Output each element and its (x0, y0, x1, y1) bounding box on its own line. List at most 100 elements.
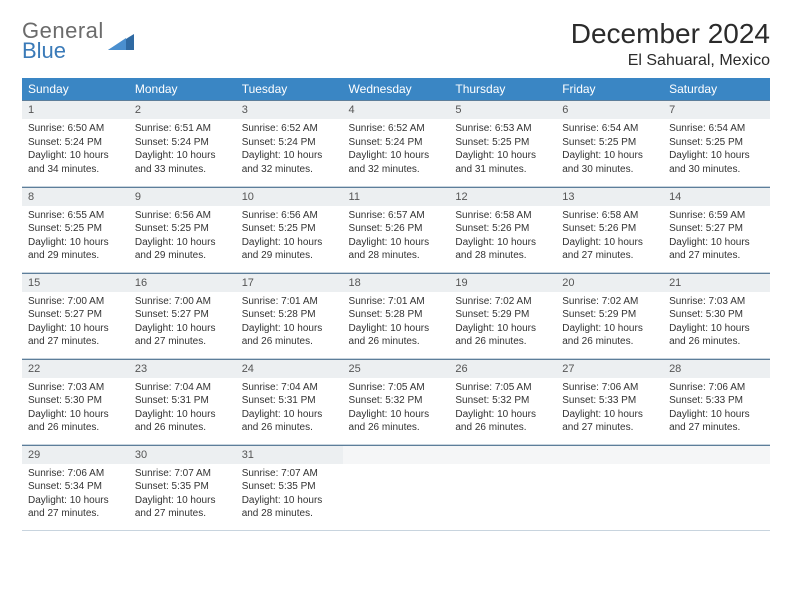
sunrise-line: Sunrise: 7:00 AM (135, 295, 230, 309)
daylight-line: Daylight: 10 hours and 29 minutes. (135, 236, 230, 263)
sunrise-line: Sunrise: 6:58 AM (562, 209, 657, 223)
sunset-line: Sunset: 5:31 PM (135, 394, 230, 408)
day-details: Sunrise: 7:06 AMSunset: 5:33 PMDaylight:… (663, 378, 770, 439)
sunrise-line: Sunrise: 7:03 AM (669, 295, 764, 309)
day-details: Sunrise: 7:04 AMSunset: 5:31 PMDaylight:… (129, 378, 236, 439)
day-number-empty (343, 445, 450, 464)
calendar-cell: 17Sunrise: 7:01 AMSunset: 5:28 PMDayligh… (236, 272, 343, 358)
day-number-empty (449, 445, 556, 464)
day-number: 24 (236, 359, 343, 378)
daylight-line: Daylight: 10 hours and 27 minutes. (562, 408, 657, 435)
daylight-line: Daylight: 10 hours and 26 minutes. (455, 322, 550, 349)
sunrise-line: Sunrise: 7:01 AM (242, 295, 337, 309)
day-details: Sunrise: 7:00 AMSunset: 5:27 PMDaylight:… (22, 292, 129, 353)
daylight-line: Daylight: 10 hours and 34 minutes. (28, 149, 123, 176)
calendar-cell: 24Sunrise: 7:04 AMSunset: 5:31 PMDayligh… (236, 358, 343, 444)
day-number: 31 (236, 445, 343, 464)
sunset-line: Sunset: 5:34 PM (28, 480, 123, 494)
calendar-cell: 27Sunrise: 7:06 AMSunset: 5:33 PMDayligh… (556, 358, 663, 444)
sunrise-line: Sunrise: 7:04 AM (242, 381, 337, 395)
logo-triangle-icon (108, 32, 134, 54)
day-number: 27 (556, 359, 663, 378)
weekday-header: Tuesday (236, 78, 343, 100)
calendar-cell: 8Sunrise: 6:55 AMSunset: 5:25 PMDaylight… (22, 186, 129, 272)
sunset-line: Sunset: 5:25 PM (669, 136, 764, 150)
sunrise-line: Sunrise: 7:06 AM (669, 381, 764, 395)
sunset-line: Sunset: 5:32 PM (455, 394, 550, 408)
sunrise-line: Sunrise: 7:02 AM (562, 295, 657, 309)
daylight-line: Daylight: 10 hours and 26 minutes. (242, 408, 337, 435)
daylight-line: Daylight: 10 hours and 27 minutes. (562, 236, 657, 263)
daylight-line: Daylight: 10 hours and 27 minutes. (669, 236, 764, 263)
sunset-line: Sunset: 5:33 PM (669, 394, 764, 408)
day-details-empty (556, 464, 663, 471)
calendar-table: SundayMondayTuesdayWednesdayThursdayFrid… (22, 78, 770, 531)
daylight-line: Daylight: 10 hours and 27 minutes. (28, 494, 123, 521)
sunrise-line: Sunrise: 6:54 AM (669, 122, 764, 136)
day-details: Sunrise: 7:05 AMSunset: 5:32 PMDaylight:… (449, 378, 556, 439)
day-number: 19 (449, 273, 556, 292)
calendar-cell: 26Sunrise: 7:05 AMSunset: 5:32 PMDayligh… (449, 358, 556, 444)
day-details: Sunrise: 6:58 AMSunset: 5:26 PMDaylight:… (449, 206, 556, 267)
day-details: Sunrise: 7:00 AMSunset: 5:27 PMDaylight:… (129, 292, 236, 353)
sunset-line: Sunset: 5:29 PM (455, 308, 550, 322)
sunset-line: Sunset: 5:35 PM (135, 480, 230, 494)
sunset-line: Sunset: 5:26 PM (562, 222, 657, 236)
day-number: 30 (129, 445, 236, 464)
sunrise-line: Sunrise: 6:56 AM (242, 209, 337, 223)
day-details-empty (343, 464, 450, 471)
day-number-empty (663, 445, 770, 464)
day-number: 3 (236, 100, 343, 119)
calendar-cell: 5Sunrise: 6:53 AMSunset: 5:25 PMDaylight… (449, 100, 556, 186)
daylight-line: Daylight: 10 hours and 27 minutes. (28, 322, 123, 349)
daylight-line: Daylight: 10 hours and 27 minutes. (135, 494, 230, 521)
day-number: 10 (236, 187, 343, 206)
day-details: Sunrise: 6:57 AMSunset: 5:26 PMDaylight:… (343, 206, 450, 267)
day-details: Sunrise: 7:01 AMSunset: 5:28 PMDaylight:… (343, 292, 450, 353)
day-number: 9 (129, 187, 236, 206)
calendar-week-row: 22Sunrise: 7:03 AMSunset: 5:30 PMDayligh… (22, 358, 770, 444)
day-number: 6 (556, 100, 663, 119)
day-number: 17 (236, 273, 343, 292)
calendar-week-row: 8Sunrise: 6:55 AMSunset: 5:25 PMDaylight… (22, 186, 770, 272)
day-details: Sunrise: 6:54 AMSunset: 5:25 PMDaylight:… (663, 119, 770, 180)
day-details: Sunrise: 6:55 AMSunset: 5:25 PMDaylight:… (22, 206, 129, 267)
calendar-cell: 28Sunrise: 7:06 AMSunset: 5:33 PMDayligh… (663, 358, 770, 444)
sunset-line: Sunset: 5:27 PM (669, 222, 764, 236)
day-number: 4 (343, 100, 450, 119)
day-details-empty (663, 464, 770, 471)
daylight-line: Daylight: 10 hours and 26 minutes. (562, 322, 657, 349)
daylight-line: Daylight: 10 hours and 26 minutes. (455, 408, 550, 435)
title-block: December 2024 El Sahuaral, Mexico (571, 18, 770, 70)
calendar-body: 1Sunrise: 6:50 AMSunset: 5:24 PMDaylight… (22, 100, 770, 530)
daylight-line: Daylight: 10 hours and 32 minutes. (242, 149, 337, 176)
calendar-cell: 31Sunrise: 7:07 AMSunset: 5:35 PMDayligh… (236, 444, 343, 530)
day-details: Sunrise: 7:06 AMSunset: 5:34 PMDaylight:… (22, 464, 129, 525)
day-details: Sunrise: 6:51 AMSunset: 5:24 PMDaylight:… (129, 119, 236, 180)
calendar-cell: 20Sunrise: 7:02 AMSunset: 5:29 PMDayligh… (556, 272, 663, 358)
calendar-cell: 11Sunrise: 6:57 AMSunset: 5:26 PMDayligh… (343, 186, 450, 272)
daylight-line: Daylight: 10 hours and 26 minutes. (349, 322, 444, 349)
sunrise-line: Sunrise: 6:55 AM (28, 209, 123, 223)
calendar-cell: 25Sunrise: 7:05 AMSunset: 5:32 PMDayligh… (343, 358, 450, 444)
sunrise-line: Sunrise: 7:06 AM (28, 467, 123, 481)
daylight-line: Daylight: 10 hours and 26 minutes. (349, 408, 444, 435)
calendar-cell: 13Sunrise: 6:58 AMSunset: 5:26 PMDayligh… (556, 186, 663, 272)
calendar-cell: 10Sunrise: 6:56 AMSunset: 5:25 PMDayligh… (236, 186, 343, 272)
sunrise-line: Sunrise: 6:50 AM (28, 122, 123, 136)
sunset-line: Sunset: 5:35 PM (242, 480, 337, 494)
sunset-line: Sunset: 5:24 PM (242, 136, 337, 150)
day-details: Sunrise: 7:05 AMSunset: 5:32 PMDaylight:… (343, 378, 450, 439)
calendar-cell: 19Sunrise: 7:02 AMSunset: 5:29 PMDayligh… (449, 272, 556, 358)
sunrise-line: Sunrise: 6:52 AM (349, 122, 444, 136)
sunrise-line: Sunrise: 6:51 AM (135, 122, 230, 136)
calendar-cell: 29Sunrise: 7:06 AMSunset: 5:34 PMDayligh… (22, 444, 129, 530)
daylight-line: Daylight: 10 hours and 33 minutes. (135, 149, 230, 176)
calendar-week-row: 15Sunrise: 7:00 AMSunset: 5:27 PMDayligh… (22, 272, 770, 358)
sunset-line: Sunset: 5:24 PM (349, 136, 444, 150)
day-number: 15 (22, 273, 129, 292)
day-details: Sunrise: 6:53 AMSunset: 5:25 PMDaylight:… (449, 119, 556, 180)
day-number: 16 (129, 273, 236, 292)
calendar-cell (343, 444, 450, 530)
day-details: Sunrise: 6:52 AMSunset: 5:24 PMDaylight:… (343, 119, 450, 180)
